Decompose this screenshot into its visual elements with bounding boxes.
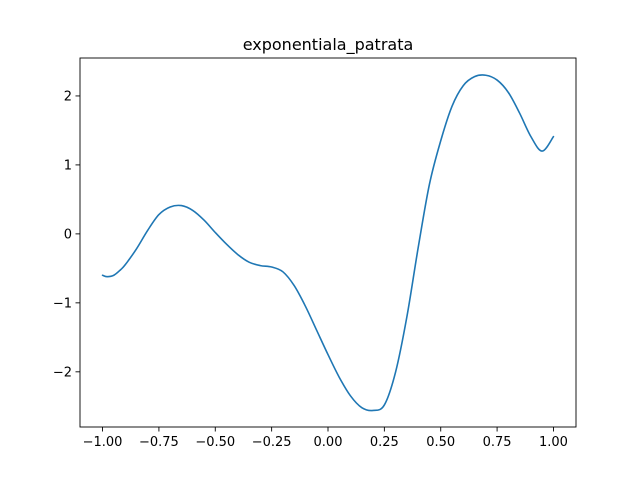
chart-title: exponentiala_patrata xyxy=(243,35,414,55)
x-tick-label: 1.00 xyxy=(539,435,568,450)
x-tick-label: −0.50 xyxy=(195,435,235,450)
x-tick-label: −0.25 xyxy=(252,435,292,450)
x-tick-label: 0.50 xyxy=(426,435,455,450)
y-tick-label: 1 xyxy=(64,158,72,173)
y-tick-label: 0 xyxy=(64,227,72,242)
x-tick-label: 0.25 xyxy=(370,435,399,450)
x-tick-label: −0.75 xyxy=(139,435,179,450)
x-tick-label: 0.00 xyxy=(314,435,343,450)
axes-frame xyxy=(79,57,577,428)
series-line xyxy=(101,74,555,412)
y-axis-ticks: −2 −1 0 1 2 xyxy=(53,89,80,380)
y-tick-label: −1 xyxy=(53,296,72,311)
x-tick-label: 0.75 xyxy=(483,435,512,450)
y-tick-label: −2 xyxy=(53,365,72,380)
x-axis-ticks: −1.00 −0.75 −0.50 −0.25 0.00 0.25 0.50 0.75 1.00 xyxy=(83,427,568,450)
x-tick-label: −1.00 xyxy=(83,435,123,450)
y-tick-label: 2 xyxy=(64,89,72,104)
